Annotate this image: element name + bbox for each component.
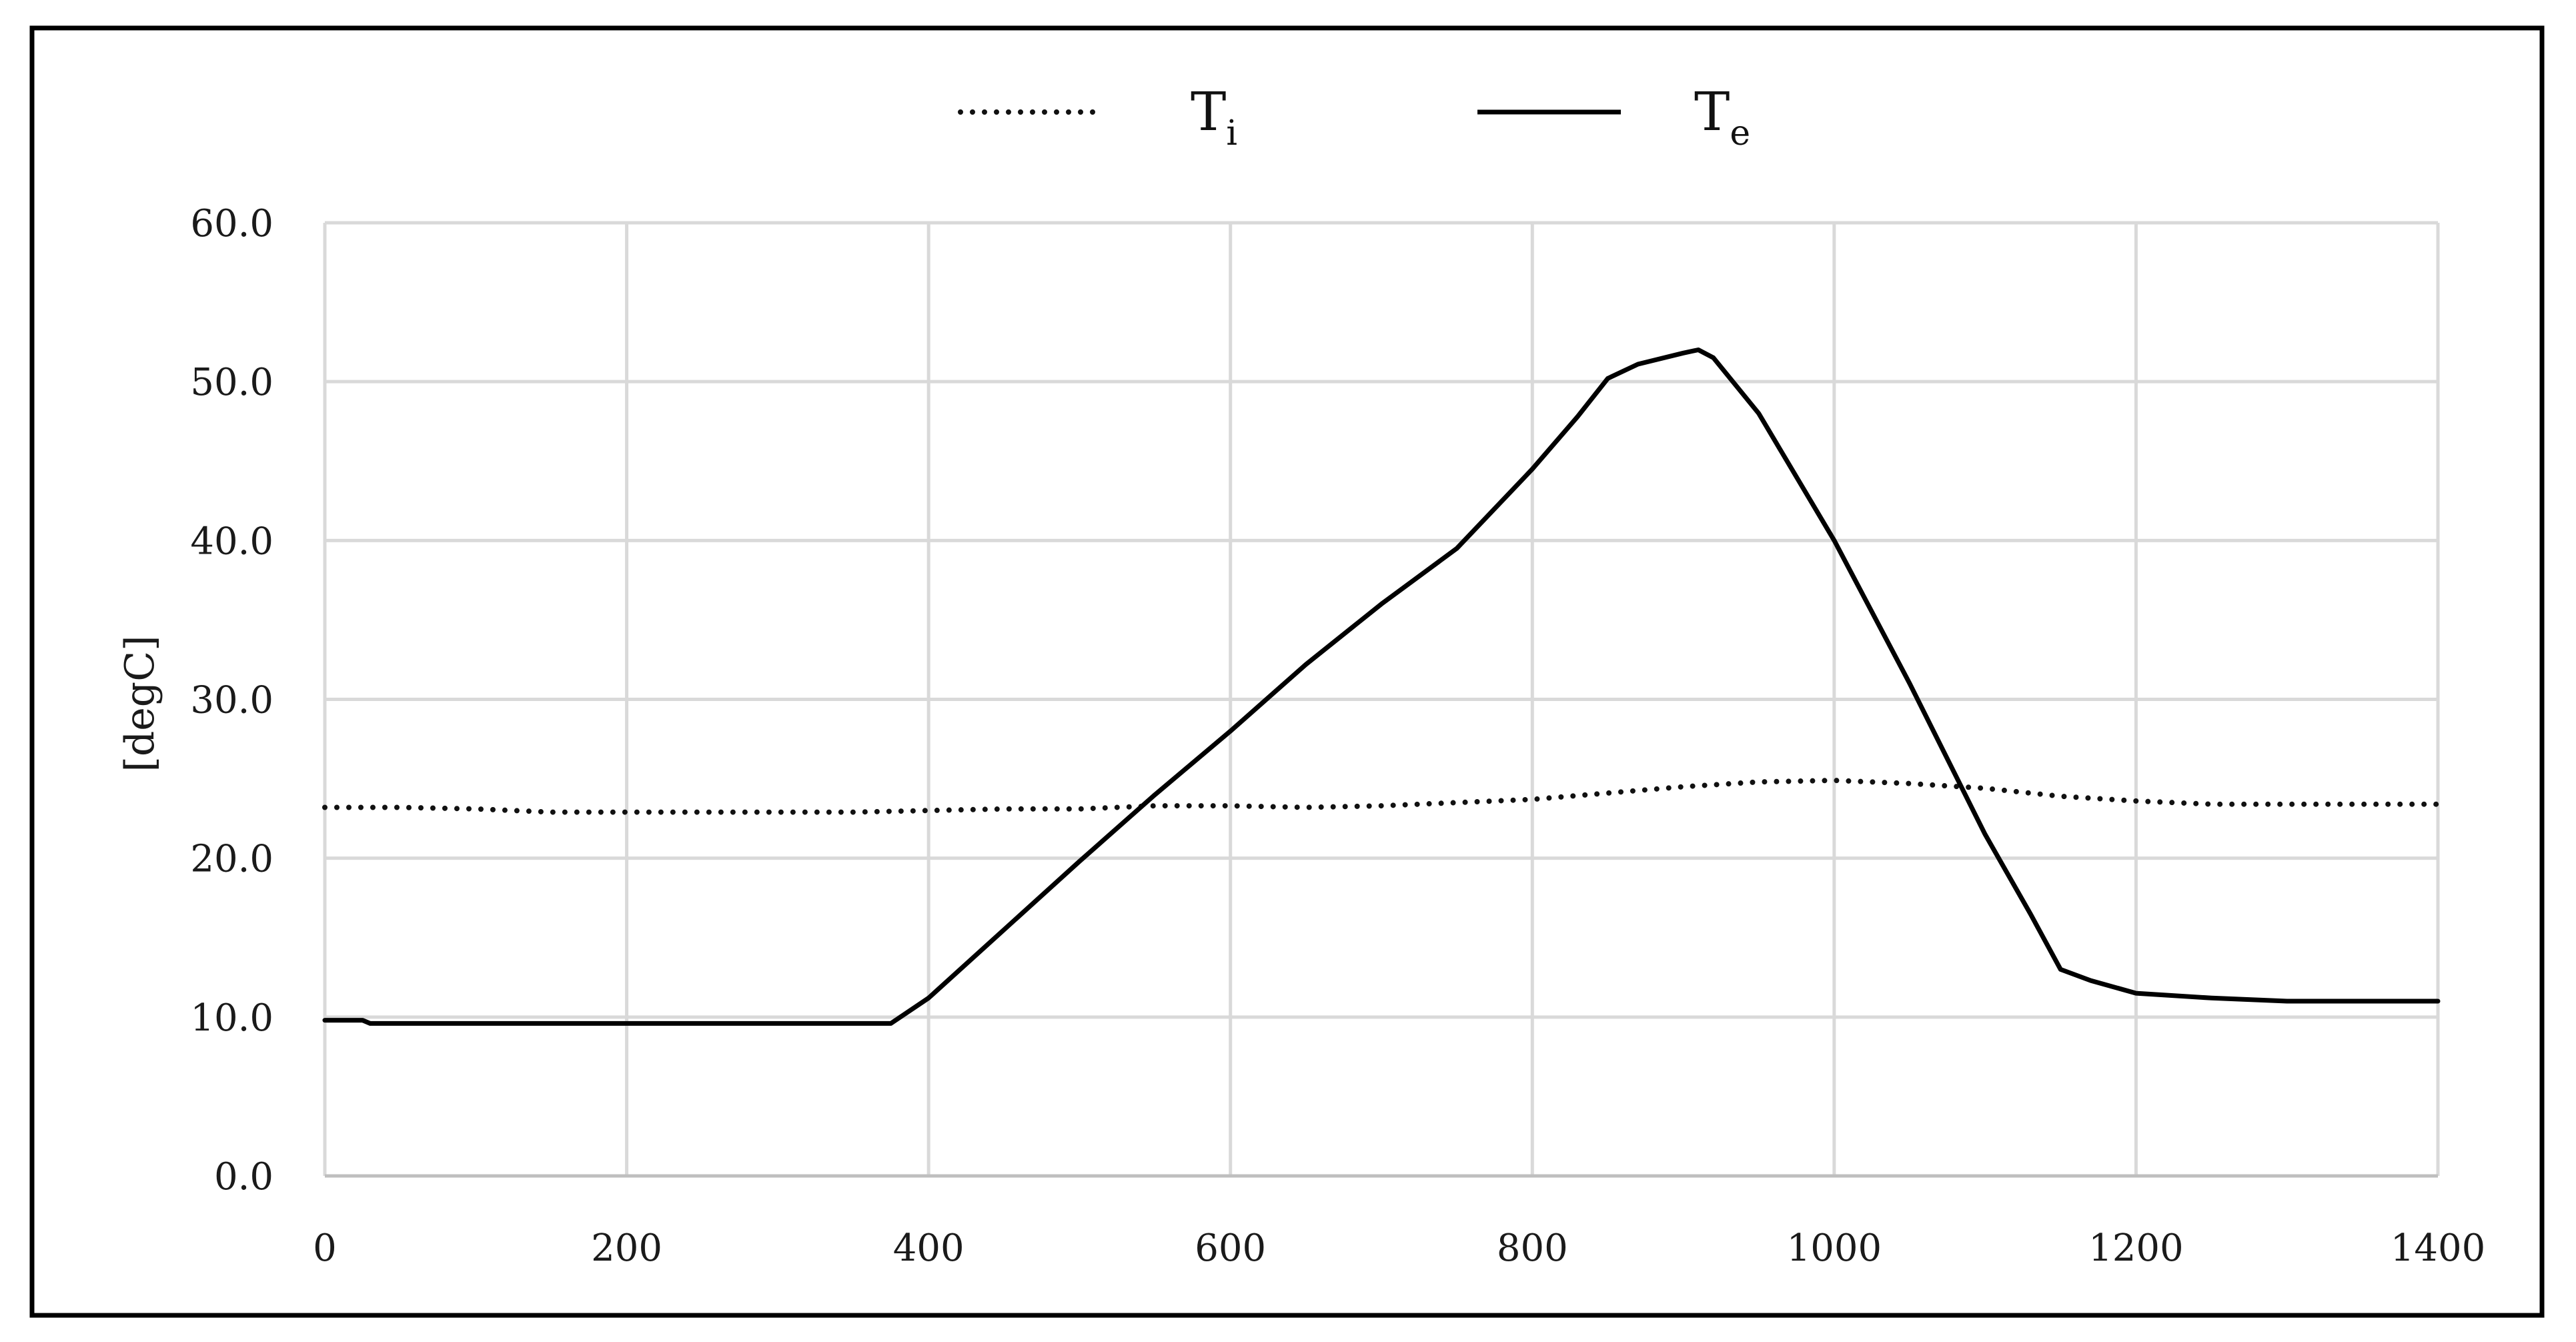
legend-label-T-e: Te: [1694, 81, 1750, 153]
y-tick-label: 0.0: [214, 1155, 273, 1199]
series-line-T-i: [322, 778, 2441, 815]
x-tick-label: 1400: [2391, 1227, 2486, 1270]
series-layer: [322, 348, 2441, 1026]
grid-horizontal: [325, 221, 2438, 1178]
y-tick-label: 30.0: [190, 679, 273, 722]
y-tick-label: 50.0: [190, 361, 273, 404]
y-axis-ticks: 0.0 10.0 20.0 30.0 40.0 50.0 60.0: [190, 202, 273, 1199]
x-tick-label: 1000: [1787, 1227, 1882, 1270]
x-tick-label: 1200: [2088, 1227, 2184, 1270]
y-tick-label: 60.0: [190, 202, 273, 245]
y-tick-label: 40.0: [190, 520, 273, 563]
legend-label-subscript: e: [1730, 113, 1750, 153]
x-tick-label: 0: [313, 1227, 337, 1270]
x-tick-label: 800: [1497, 1227, 1568, 1270]
y-tick-label: 20.0: [190, 838, 273, 881]
legend-label-main: T: [1694, 81, 1730, 143]
y-tick-label: 10.0: [190, 996, 273, 1040]
y-axis-title: [degC]: [117, 635, 163, 772]
legend-label-main: T: [1191, 81, 1226, 143]
legend-label-subscript: i: [1226, 113, 1237, 153]
x-tick-label: 600: [1195, 1227, 1266, 1270]
x-tick-label: 200: [591, 1227, 662, 1270]
x-tick-label: 400: [893, 1227, 964, 1270]
x-axis-ticks: 0 200 400 600 800 1000 1200 1400: [313, 1227, 2485, 1270]
legend: Ti Te: [958, 81, 1750, 153]
chart-frame: [29, 25, 2545, 1318]
legend-label-T-i: Ti: [1191, 81, 1237, 153]
series-line-T-e: [322, 348, 2441, 1026]
